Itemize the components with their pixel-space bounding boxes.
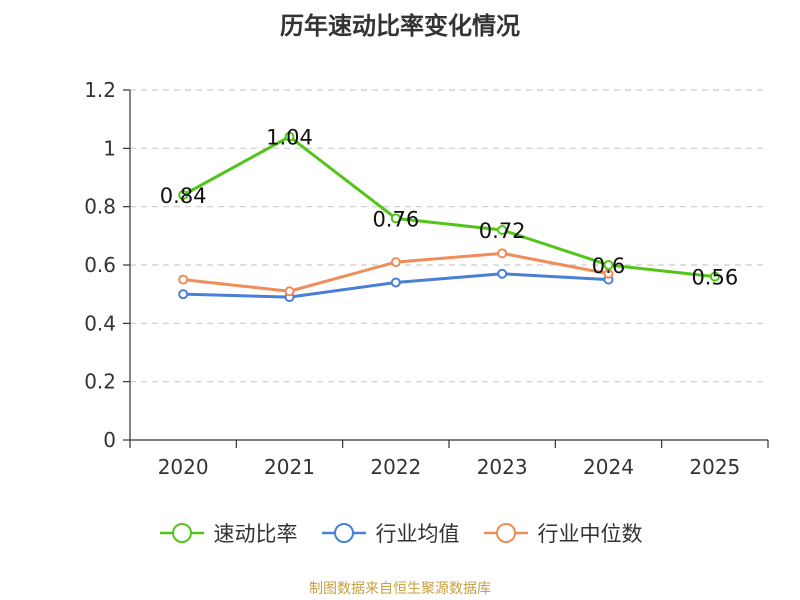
axes: 0 0.2 0.4 0.6 0.8 1 1.2 2020 2021 2022 2023 2024 202… xyxy=(84,78,769,479)
data-point xyxy=(178,289,189,300)
y-tick-label: 0.2 xyxy=(84,370,116,394)
chart-title: 历年速动比率变化情况 xyxy=(280,12,520,40)
x-tick-label: 2021 xyxy=(264,455,315,479)
y-tick-label: 0.4 xyxy=(84,311,116,335)
data-point xyxy=(497,248,508,259)
x-tick-label: 2023 xyxy=(477,455,528,479)
x-tick-label: 2024 xyxy=(583,455,634,479)
grid-lines xyxy=(130,89,768,383)
legend-item-quick-ratio[interactable]: 速动比率 xyxy=(158,518,298,548)
legend-label: 行业均值 xyxy=(375,522,460,546)
data-label: 0.56 xyxy=(691,266,738,290)
x-tick-label: 2025 xyxy=(689,455,740,479)
data-point xyxy=(709,271,720,282)
legend: 速动比率 行业均值 行业中位数 xyxy=(0,518,800,548)
y-tick-label: 0 xyxy=(103,428,116,452)
x-tick-label: 2020 xyxy=(158,455,209,479)
data-labels: 0.84 1.04 0.76 0.72 0.6 0.56 xyxy=(160,126,738,290)
legend-item-industry-median[interactable]: 行业中位数 xyxy=(482,518,643,548)
data-point xyxy=(497,268,508,279)
legend-line-icon xyxy=(159,523,204,543)
data-label: 0.6 xyxy=(592,254,625,278)
data-label: 1.04 xyxy=(266,126,313,150)
source-note: 制图数据来自恒生聚源数据库 xyxy=(309,581,491,597)
legend-line-icon xyxy=(483,523,528,543)
data-point xyxy=(603,260,614,270)
data-label: 0.72 xyxy=(479,219,526,243)
data-point xyxy=(390,257,401,268)
y-tick-label: 1 xyxy=(103,136,116,160)
legend-label: 速动比率 xyxy=(213,522,298,546)
data-point xyxy=(497,225,508,235)
data-label: 0.76 xyxy=(372,207,419,231)
data-point xyxy=(284,131,295,142)
legend-line-icon xyxy=(321,523,366,543)
y-tick-label: 0.6 xyxy=(84,253,116,277)
series-group xyxy=(178,131,720,303)
data-point xyxy=(178,274,189,285)
y-tick-label: 0.8 xyxy=(84,195,116,219)
legend-label: 行业中位数 xyxy=(537,522,643,546)
legend-item-industry-mean[interactable]: 行业均值 xyxy=(320,518,460,548)
x-tick-label: 2022 xyxy=(370,455,421,479)
data-point xyxy=(284,286,295,297)
y-tick-label: 1.2 xyxy=(84,78,116,102)
data-point xyxy=(390,277,401,288)
data-label: 0.84 xyxy=(160,184,207,208)
series-line xyxy=(182,135,715,279)
data-point xyxy=(390,213,401,224)
data-point xyxy=(178,190,189,200)
